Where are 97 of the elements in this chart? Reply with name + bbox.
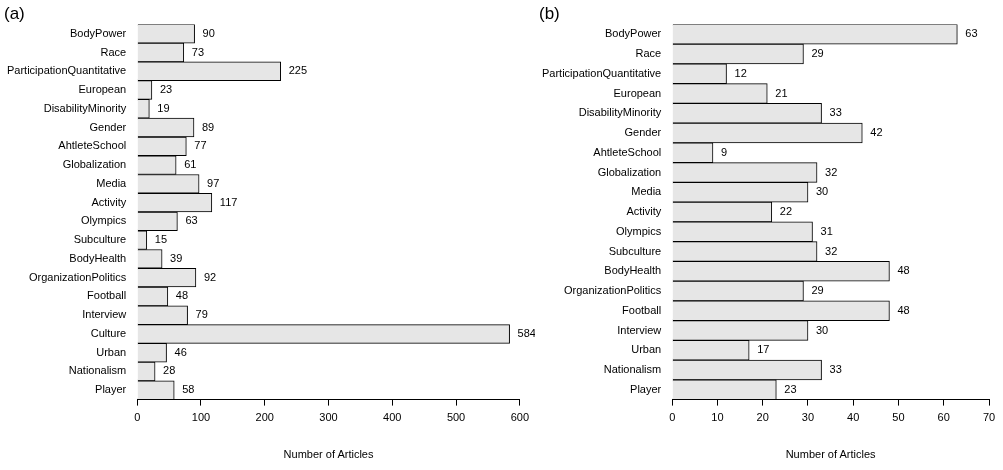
y-tick-label: AhtleteSchool — [58, 139, 127, 152]
data-label: 28 — [163, 364, 176, 377]
data-label: 73 — [191, 45, 205, 58]
y-tick-label: Gender — [624, 126, 662, 139]
data-label: 48 — [897, 303, 910, 316]
y-tick-label: European — [613, 86, 662, 99]
y-tick-label: BodyPower — [69, 26, 127, 39]
y-tick-label: Gender — [89, 120, 127, 133]
x-tick-label: 200 — [255, 411, 274, 424]
y-tick-label: Nationalism — [68, 364, 127, 377]
data-label: 21 — [775, 86, 788, 99]
x-tick-label: 600 — [510, 411, 529, 424]
x-tick-label: 400 — [383, 411, 402, 424]
data-label: 22 — [779, 205, 793, 218]
y-tick-label: ParticipationQuantitative — [542, 66, 662, 79]
data-label: 23 — [784, 382, 797, 395]
x-tick-label: 500 — [446, 411, 466, 424]
data-label: 63 — [185, 214, 198, 227]
x-tick-label: 300 — [319, 411, 338, 424]
data-label: 92 — [203, 270, 217, 283]
data-label: 89 — [201, 120, 215, 133]
chart-title: (b) — [539, 3, 560, 23]
y-tick-label: Activity — [91, 195, 127, 208]
data-label: 12 — [734, 66, 747, 79]
data-label: 17 — [757, 343, 770, 356]
y-tick-label: Football — [622, 303, 662, 316]
data-label: 19 — [157, 101, 170, 114]
y-tick-label: European — [78, 83, 127, 96]
data-label: 584 — [517, 326, 536, 339]
y-tick-label: OrganizationPolitics — [564, 284, 662, 297]
y-tick-label: BodyHealth — [604, 264, 662, 277]
data-label: 30 — [815, 185, 829, 198]
data-label: 31 — [820, 224, 833, 237]
data-label: 90 — [202, 26, 215, 39]
y-tick-label: Subculture — [73, 233, 127, 246]
y-tick-label: Olympics — [81, 214, 127, 227]
y-tick-label: BodyPower — [604, 27, 662, 40]
y-tick-label: ParticipationQuantitative — [7, 64, 127, 77]
data-label: 29 — [811, 47, 824, 60]
data-label: 32 — [825, 165, 838, 178]
data-label: 23 — [159, 83, 173, 96]
data-label: 63 — [965, 27, 978, 40]
y-tick-label: Olympics — [616, 224, 662, 237]
y-tick-label: Media — [96, 176, 128, 189]
y-tick-label: Interview — [82, 308, 127, 321]
x-axis-title: Number of Articles — [283, 448, 374, 461]
data-label: 77 — [194, 139, 207, 152]
y-tick-label: Interview — [617, 323, 662, 336]
x-tick-label: 60 — [937, 411, 950, 424]
y-tick-label: Activity — [626, 205, 662, 218]
y-tick-label: Subculture — [608, 244, 662, 257]
data-label: 46 — [174, 345, 187, 358]
x-tick-label: 70 — [982, 411, 996, 424]
x-tick-label: 30 — [801, 411, 815, 424]
x-tick-label: 40 — [847, 411, 860, 424]
x-tick-label: 0 — [669, 411, 676, 424]
x-tick-label: 100 — [191, 411, 211, 424]
y-tick-label: DisabilityMinority — [578, 106, 662, 119]
data-label: 225 — [288, 64, 308, 77]
data-label: 58 — [182, 383, 195, 396]
y-tick-label: Urban — [96, 345, 127, 358]
data-label: 33 — [829, 106, 842, 119]
y-tick-label: Race — [635, 47, 662, 60]
y-tick-label: Globalization — [62, 158, 127, 171]
data-label: 29 — [811, 284, 824, 297]
x-tick-label: 0 — [134, 411, 141, 424]
y-tick-label: BodyHealth — [69, 251, 127, 264]
y-tick-label: DisabilityMinority — [43, 101, 127, 114]
data-label: 33 — [829, 363, 842, 376]
data-label: 9 — [720, 145, 728, 158]
x-tick-label: 50 — [892, 411, 905, 424]
data-label: 79 — [195, 308, 208, 321]
data-label: 48 — [175, 289, 189, 302]
y-tick-label: Player — [630, 382, 662, 395]
data-label: 48 — [897, 264, 910, 277]
x-tick-label: 10 — [711, 411, 724, 424]
y-tick-label: OrganizationPolitics — [29, 270, 127, 283]
y-tick-label: Culture — [90, 326, 127, 339]
data-label: 117 — [219, 195, 238, 208]
data-label: 39 — [170, 251, 183, 264]
y-tick-label: AhtleteSchool — [593, 145, 662, 158]
y-tick-label: Nationalism — [603, 363, 662, 376]
chart-title: (a) — [4, 3, 25, 23]
x-axis-title: Number of Articles — [785, 448, 877, 461]
y-tick-label: Football — [87, 289, 127, 302]
data-label: 61 — [184, 158, 197, 171]
x-tick-label: 20 — [756, 411, 769, 424]
y-tick-label: Race — [100, 45, 127, 58]
data-label: 30 — [815, 323, 829, 336]
y-tick-label: Urban — [631, 343, 662, 356]
data-label: 15 — [154, 233, 168, 246]
data-label: 32 — [825, 244, 838, 257]
y-tick-label: Globalization — [597, 165, 662, 178]
y-tick-label: Media — [631, 185, 663, 198]
data-label: 97 — [207, 176, 220, 189]
y-tick-label: Player — [95, 383, 127, 396]
data-label: 42 — [870, 126, 883, 139]
